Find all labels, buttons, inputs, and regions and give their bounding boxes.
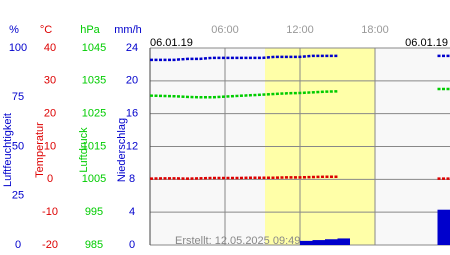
y-tick-label: 20 [44, 108, 56, 120]
y-tick-label: 995 [85, 206, 103, 218]
y-tick-label: 50 [12, 140, 24, 152]
y-tick-label: 1045 [82, 42, 106, 54]
bar [313, 240, 326, 245]
bar [300, 241, 313, 245]
y-tick-label: 4 [129, 206, 135, 218]
x-tick-label: 18:00 [361, 24, 389, 36]
y-tick-label: 75 [12, 91, 24, 103]
y-tick-label: 0 [129, 239, 135, 250]
y-tick-label: 24 [126, 42, 138, 54]
x-tick-label: 12:00 [286, 24, 314, 36]
y-tick-label: -10 [42, 206, 58, 218]
y-tick-label: -20 [42, 239, 58, 250]
y-tick-label: 0 [15, 239, 21, 250]
y-tick-label: 20 [126, 75, 138, 87]
y-tick-label: 16 [126, 108, 138, 120]
bar [325, 239, 338, 245]
y-tick-label: 985 [85, 239, 103, 250]
y-tick-label: 1025 [82, 108, 106, 120]
axis-unit: % [9, 24, 19, 36]
y-tick-label: 1015 [82, 140, 106, 152]
y-tick-label: 25 [12, 190, 24, 202]
axis-unit: °C [40, 24, 52, 36]
bar [338, 238, 351, 245]
x-tick-label: 06:00 [211, 24, 239, 36]
y-tick-label: 30 [44, 75, 56, 87]
annotation: Erstellt: 12.05.2025 09:49 [175, 235, 300, 247]
y-tick-label: 100 [9, 42, 27, 54]
y-tick-label: 1005 [82, 173, 106, 185]
axis-unit: hPa [80, 24, 100, 36]
y-tick-label: 0 [47, 173, 53, 185]
y-tick-label: 40 [44, 42, 56, 54]
axis-unit: mm/h [114, 24, 142, 36]
bar [438, 210, 450, 245]
date-right: 06.01.19 [405, 37, 448, 49]
y-tick-label: 12 [126, 140, 138, 152]
y-tick-label: 1035 [82, 75, 106, 87]
date-left: 06.01.19 [150, 37, 193, 49]
y-tick-label: 10 [44, 140, 56, 152]
y-tick-label: 8 [129, 173, 135, 185]
